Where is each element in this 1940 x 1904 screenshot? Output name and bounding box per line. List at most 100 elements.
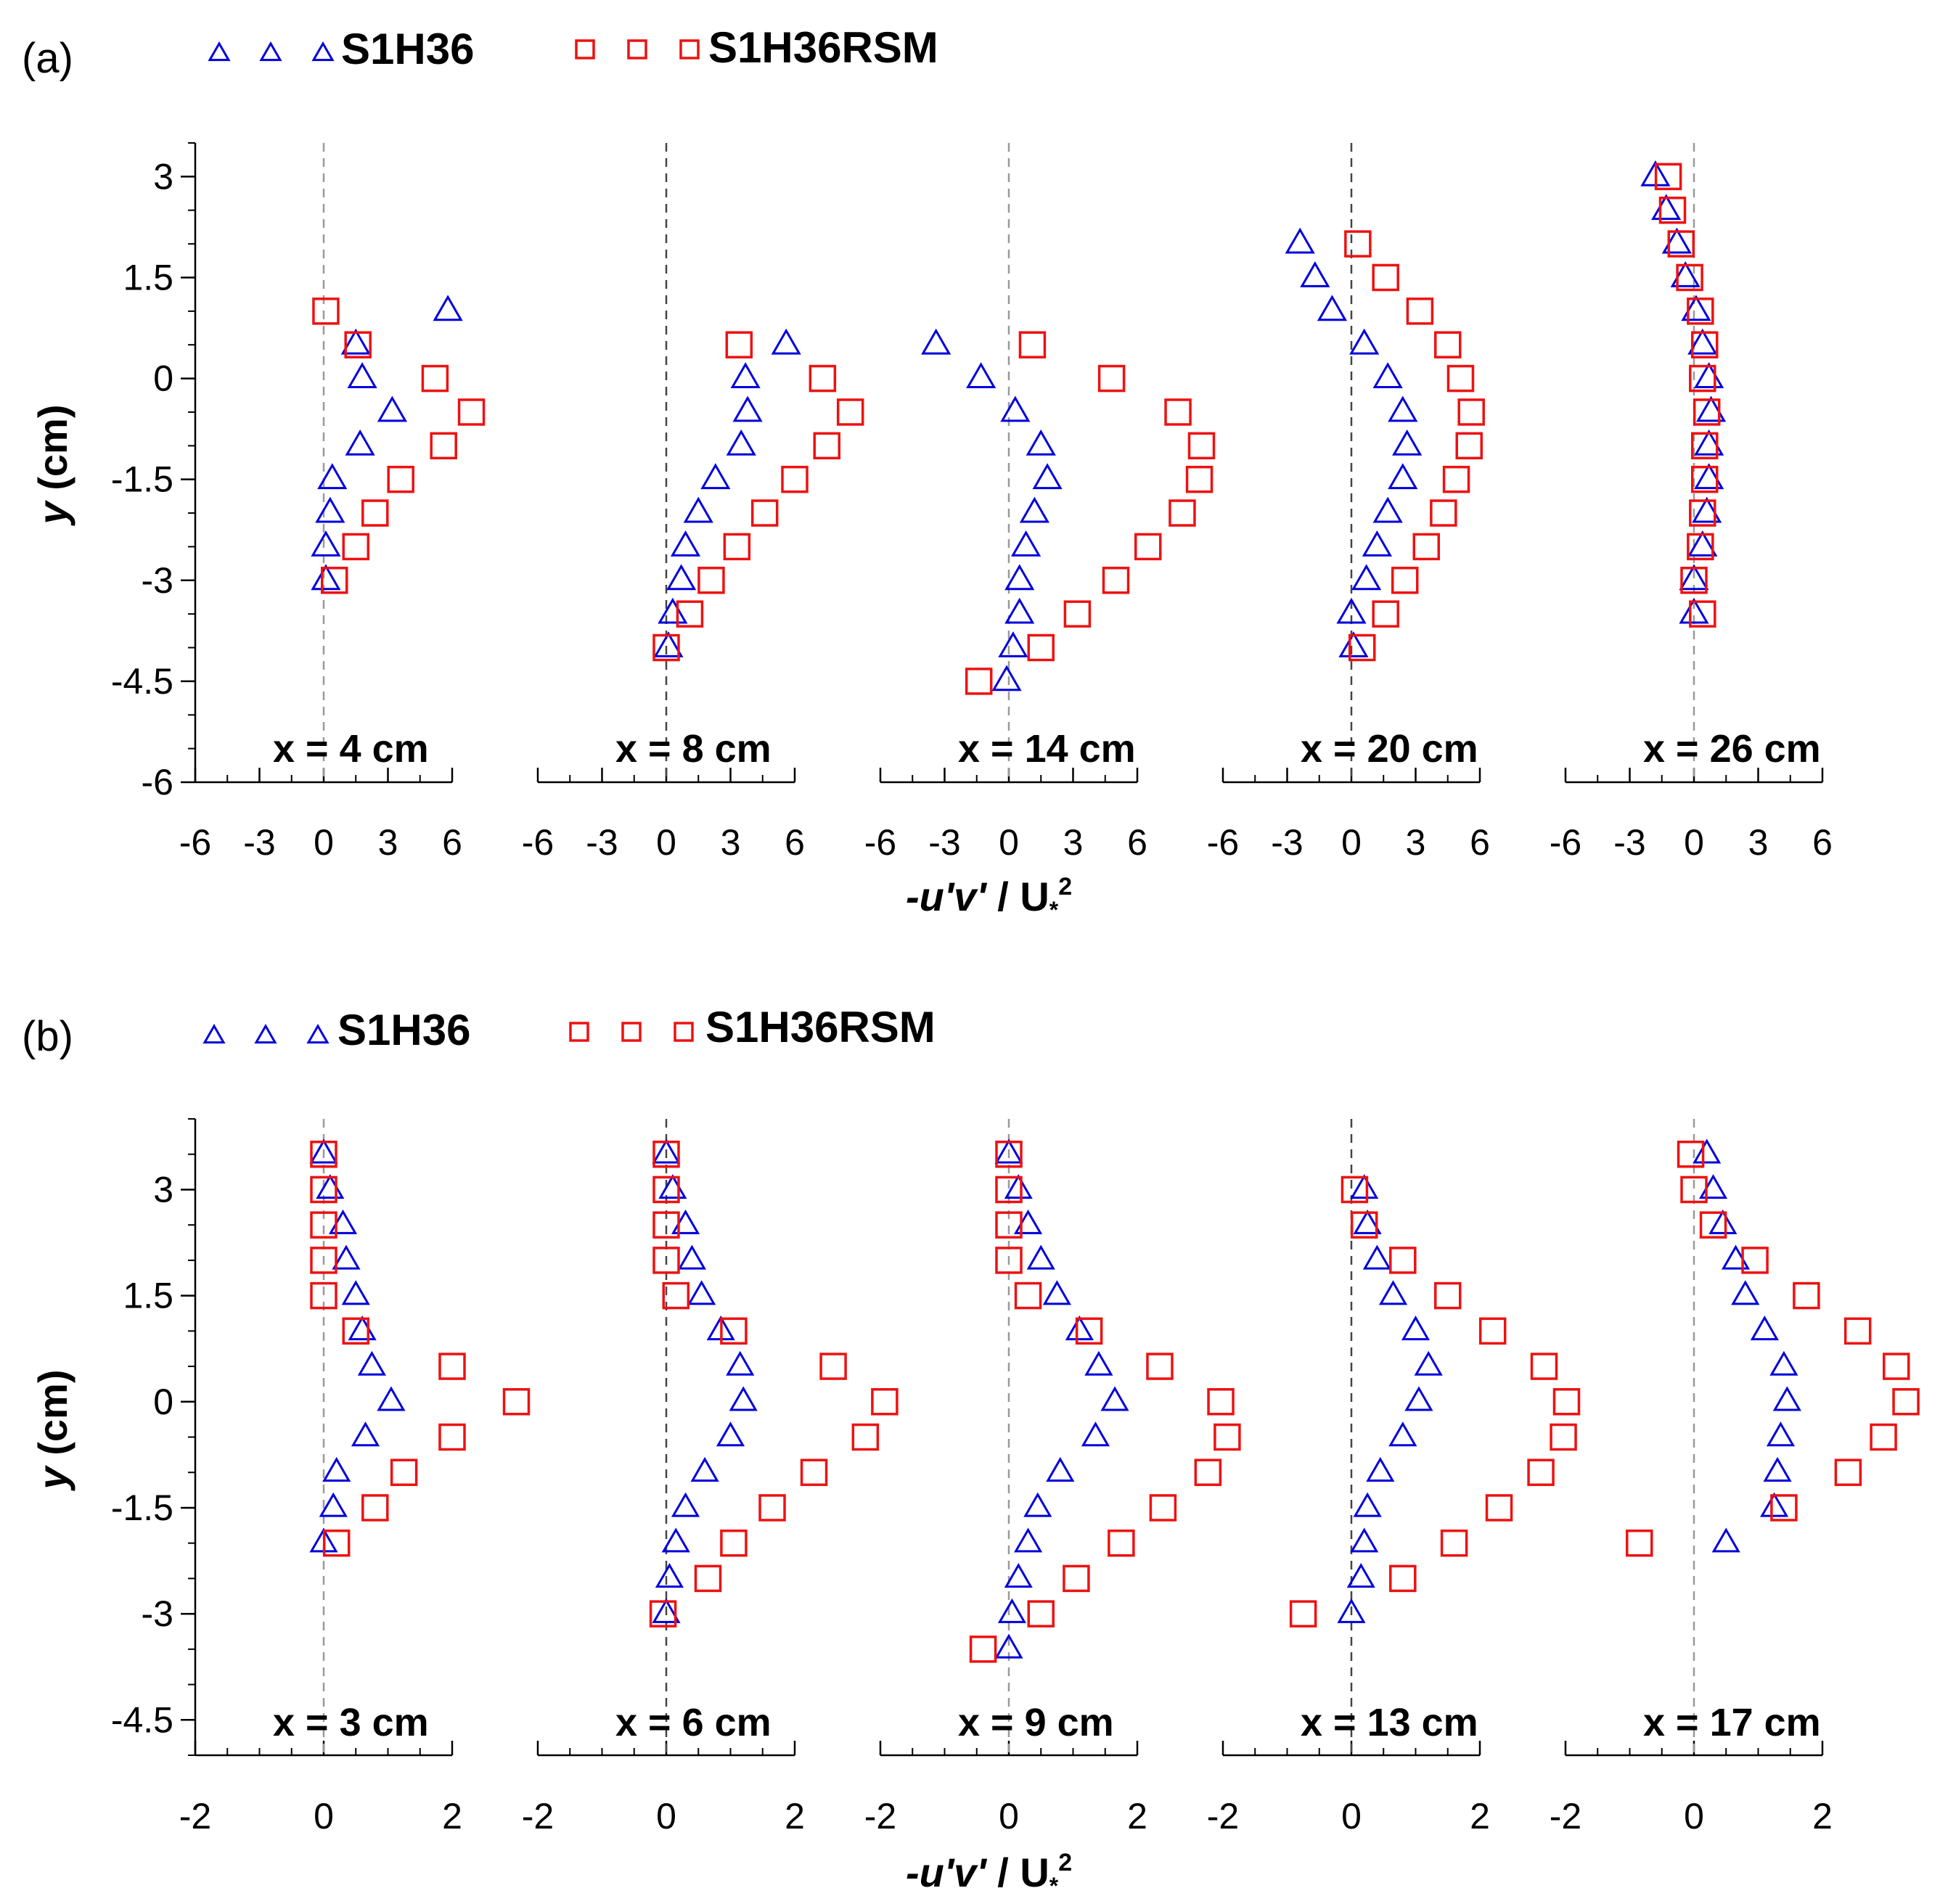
data-point-triangle xyxy=(1346,1563,1375,1588)
data-point-triangle xyxy=(687,1280,716,1305)
data-point-square xyxy=(1027,633,1055,662)
data-point-square xyxy=(1455,432,1483,460)
data-point-square xyxy=(1168,499,1196,527)
legend-square-icon xyxy=(621,1022,642,1042)
data-point-triangle xyxy=(732,395,763,422)
data-point-square xyxy=(1187,432,1216,460)
data-point-triangle xyxy=(345,429,375,456)
y-axis-title-a-italic: y xyxy=(30,499,75,526)
y-tick-label: 3 xyxy=(153,156,173,197)
data-point-square xyxy=(662,1281,690,1310)
x-axis-title-b-sup: 2 xyxy=(1058,1849,1072,1876)
data-point-triangle xyxy=(1372,362,1403,388)
station-a-1: -6 -3 0 3 6 x = 4 cm xyxy=(179,143,486,863)
panel-b-plot: 31.50-1.5-3-4.5-2 0 2x = 3 cm-2 0 2x = 6 cm-… xyxy=(111,1118,1920,1837)
data-point-square xyxy=(1676,263,1703,292)
data-point-triangle xyxy=(351,1421,380,1447)
station-label: x = 14 cm xyxy=(958,727,1136,771)
data-point-square xyxy=(438,1423,466,1451)
data-point-triangle xyxy=(666,564,697,591)
data-point-square xyxy=(1027,1600,1055,1628)
x-tick-label: -2 xyxy=(522,1796,554,1837)
x-axis-title-a-sub: * xyxy=(1049,897,1059,923)
x-tick-label: 3 xyxy=(1748,822,1769,863)
x-tick-label: -2 xyxy=(1550,1796,1581,1837)
legend-square-icon xyxy=(679,39,700,60)
x-tick-label: -6 xyxy=(1550,822,1581,863)
station-label: x = 17 cm xyxy=(1643,1701,1821,1744)
data-point-triangle xyxy=(1337,1598,1366,1623)
data-point-square xyxy=(1550,1423,1577,1451)
data-point-square xyxy=(1391,567,1419,594)
data-point-triangle xyxy=(1769,1350,1798,1376)
svg-text:y (cm): y (cm) xyxy=(30,1370,75,1492)
x-tick-label: 6 xyxy=(442,822,462,863)
data-point-square xyxy=(322,1529,351,1557)
legend-b-square-icons xyxy=(569,1022,694,1042)
series-s1h36 xyxy=(1640,160,1727,624)
y-axis-title-a: y (cm) xyxy=(30,405,75,527)
data-point-square xyxy=(361,1494,389,1522)
data-point-square xyxy=(1770,1494,1798,1522)
data-point-square xyxy=(1194,1458,1222,1486)
data-point-triangle xyxy=(1026,429,1056,456)
data-point-square xyxy=(1063,1564,1090,1593)
x-tick-label: -3 xyxy=(243,822,275,863)
data-point-square xyxy=(652,1247,680,1274)
data-point-triangle xyxy=(311,564,341,591)
data-point-square xyxy=(1389,1247,1417,1274)
x-tick-label: 3 xyxy=(1063,822,1084,863)
x-tick-label: 0 xyxy=(314,1796,334,1837)
x-tick-label: 0 xyxy=(999,1796,1019,1837)
series-s1h36 xyxy=(652,1138,758,1623)
y-axis-title-b: y (cm) xyxy=(30,1370,75,1492)
data-point-triangle xyxy=(1661,227,1692,254)
x-tick-label: 0 xyxy=(314,822,334,863)
y-tick-label: 1.5 xyxy=(123,257,173,298)
data-point-triangle xyxy=(1300,261,1330,287)
data-point-triangle xyxy=(998,631,1028,657)
data-point-triangle xyxy=(315,496,345,523)
data-point-square xyxy=(995,1211,1023,1239)
data-point-triangle xyxy=(347,362,377,388)
data-point-square xyxy=(1883,1353,1910,1380)
legend-square-icon xyxy=(569,1022,589,1042)
data-point-triangle xyxy=(1401,1315,1431,1341)
station-b-2: -2 0 2 x = 6 cm xyxy=(522,1119,899,1837)
data-point-triangle xyxy=(655,1563,684,1588)
data-point-square xyxy=(871,1388,899,1416)
x-tick-label: 0 xyxy=(1684,1796,1704,1837)
data-point-triangle xyxy=(1013,1527,1043,1553)
series-s1h36rsm xyxy=(969,1140,1241,1663)
series-s1h36 xyxy=(921,328,1063,692)
data-point-square xyxy=(750,499,779,527)
data-point-square xyxy=(1213,1423,1241,1451)
data-point-square xyxy=(1693,398,1721,426)
data-point-triangle xyxy=(1731,1280,1760,1305)
data-point-square xyxy=(1341,1175,1369,1204)
data-point-square xyxy=(1289,1600,1317,1628)
data-point-triangle xyxy=(771,328,801,355)
data-point-square xyxy=(1699,1211,1727,1239)
data-point-square xyxy=(1440,1529,1468,1557)
data-point-triangle xyxy=(1693,1138,1722,1164)
y-tick-label: 0 xyxy=(153,1382,173,1422)
data-point-triangle xyxy=(997,1598,1027,1623)
y-tick-label: -1.5 xyxy=(111,459,173,500)
data-point-square xyxy=(421,364,449,393)
data-point-triangle xyxy=(1349,328,1380,355)
x-axis-title-a-rest: / U xyxy=(986,874,1049,919)
data-point-square xyxy=(813,432,840,460)
data-point-triangle xyxy=(1366,1456,1395,1482)
data-point-triangle xyxy=(1338,631,1369,657)
data-point-square xyxy=(1687,533,1714,561)
data-point-square xyxy=(697,567,725,594)
data-point-square xyxy=(1018,331,1047,358)
data-point-square xyxy=(995,1140,1023,1168)
x-tick-label: 0 xyxy=(1684,822,1704,863)
legend-triangle-icon xyxy=(254,1023,277,1044)
y-axis-a: 3 1.5 0 -1.5 -3 -4.5 -6 xyxy=(111,142,197,803)
data-point-square xyxy=(723,533,751,561)
data-point-square xyxy=(995,1175,1023,1204)
data-point-triangle xyxy=(311,530,341,557)
